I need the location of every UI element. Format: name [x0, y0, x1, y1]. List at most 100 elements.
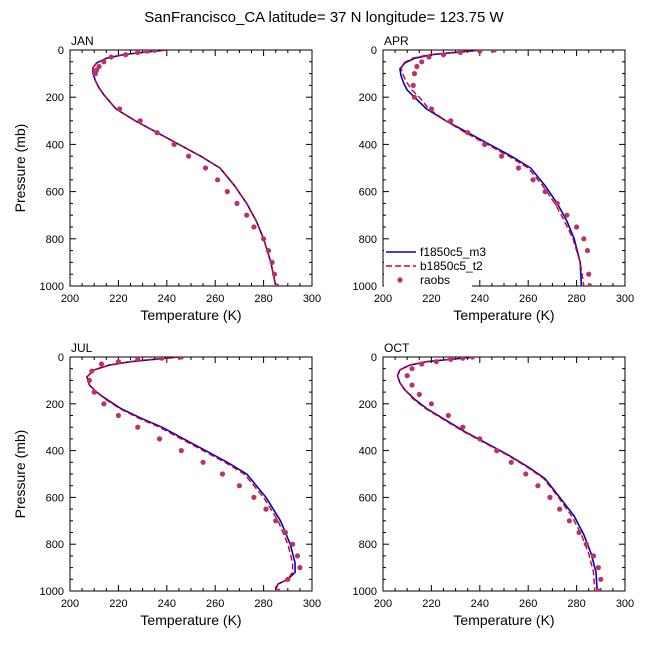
- series-group: [92, 50, 280, 286]
- y-tick-label: 0: [58, 352, 64, 364]
- x-tick-label: 240: [158, 598, 176, 610]
- raobs-point: [566, 518, 572, 524]
- x-tick-label: 220: [109, 293, 127, 305]
- raobs-point: [581, 236, 587, 242]
- x-tick-label: 200: [374, 293, 392, 305]
- raobs-point: [440, 52, 447, 58]
- plot-frame: [69, 49, 313, 287]
- raobs-point: [414, 63, 420, 70]
- raobs-point: [419, 361, 425, 367]
- raobs-point: [159, 357, 165, 361]
- y-tick-label: 600: [359, 187, 377, 199]
- raobs-point: [275, 588, 281, 591]
- raobs-point: [274, 283, 280, 286]
- series-group: [399, 50, 593, 286]
- raobs-point: [587, 283, 593, 286]
- raobs-point: [89, 368, 95, 374]
- y-tick-label: 1000: [353, 586, 377, 598]
- y-axis-title: Pressure (mb): [12, 124, 28, 213]
- x-tick-label: 260: [206, 293, 224, 305]
- raobs-point: [595, 565, 601, 571]
- x-tick-label: 280: [567, 293, 585, 305]
- x-tick-label: 300: [616, 293, 634, 305]
- y-tick-label: 400: [46, 139, 64, 151]
- panel-title: APR: [384, 34, 409, 48]
- panel-title: JUL: [71, 341, 93, 355]
- raobs-point: [101, 401, 107, 407]
- raobs-point: [477, 436, 483, 442]
- raobs-point: [91, 389, 97, 395]
- raobs-point: [135, 424, 141, 430]
- raobs-point: [251, 494, 257, 500]
- raobs-point: [426, 54, 432, 60]
- raobs-point: [460, 424, 466, 430]
- raobs-point: [202, 165, 209, 171]
- x-tick-label: 220: [422, 598, 440, 610]
- raobs-point: [115, 359, 121, 365]
- legend-marker: [397, 277, 403, 283]
- raobs-point: [457, 50, 464, 55]
- x-tick-label: 260: [206, 598, 224, 610]
- raobs-point: [137, 118, 143, 124]
- raobs-point: [200, 459, 206, 465]
- raobs-point: [411, 71, 418, 77]
- x-tick-label: 280: [567, 598, 585, 610]
- raobs-point: [491, 50, 497, 53]
- y-tick-label: 1000: [40, 586, 64, 598]
- y-tick-label: 200: [46, 399, 64, 411]
- panel-jul: 200 220 240 260 280 300 0 200 400 600 800 1000 JUL Te…: [12, 341, 321, 628]
- raobs-point: [251, 224, 257, 230]
- raobs-point: [584, 248, 591, 254]
- y-tick-label: 600: [359, 492, 377, 504]
- raobs-point: [273, 518, 279, 524]
- panel-oct: 200 220 240 260 280 300 0 200 400 600 800 1000 OCT Te…: [353, 341, 635, 628]
- raobs-point: [433, 359, 439, 365]
- raobs-point: [144, 50, 151, 54]
- raobs-point: [135, 357, 141, 362]
- chart-title: SanFrancisco_CA latitude= 37 N longitude…: [144, 9, 504, 26]
- raobs-point: [404, 373, 410, 379]
- y-tick-label: 600: [46, 492, 64, 504]
- x-tick-label: 220: [109, 598, 127, 610]
- series-line-b1850c5_t2: [400, 50, 585, 286]
- panel-title: OCT: [384, 341, 410, 355]
- raobs-point: [409, 382, 415, 388]
- raobs-point: [535, 483, 541, 489]
- raobs-point: [542, 189, 548, 195]
- x-tick-label: 300: [616, 598, 634, 610]
- legend-label: raobs: [420, 273, 450, 287]
- raobs-point: [219, 471, 226, 477]
- series-line-b1850c5_t2: [92, 50, 277, 286]
- raobs-point: [285, 576, 291, 582]
- raobs-point: [215, 177, 221, 183]
- y-tick-label: 400: [46, 446, 64, 458]
- x-tick-label: 240: [158, 293, 176, 305]
- x-axis-title: Temperature (K): [453, 612, 554, 628]
- x-axis-title: Temperature (K): [453, 307, 554, 323]
- raobs-point: [294, 553, 301, 559]
- raobs-point: [178, 357, 184, 360]
- raobs-point: [86, 377, 92, 383]
- raobs-point: [290, 541, 296, 547]
- y-tick-label: 200: [46, 92, 64, 104]
- legend-label: b1850c5_t2: [420, 259, 483, 273]
- series-line-f1850c5_m3: [92, 50, 277, 286]
- raobs-point: [92, 71, 99, 77]
- raobs-point: [234, 200, 240, 206]
- raobs-point: [428, 106, 434, 112]
- raobs-point: [101, 59, 107, 65]
- legend-label: f1850c5_m3: [420, 245, 486, 259]
- series-group: [86, 357, 303, 591]
- y-tick-label: 800: [359, 539, 377, 551]
- raobs-point: [469, 357, 476, 360]
- x-tick-label: 200: [374, 598, 392, 610]
- raobs-point: [263, 506, 269, 512]
- raobs-point: [244, 212, 250, 218]
- raobs-point: [508, 459, 514, 465]
- raobs-point: [152, 50, 158, 53]
- raobs-point: [178, 448, 184, 454]
- raobs-point: [269, 259, 275, 265]
- raobs-point: [557, 506, 563, 512]
- raobs-point: [410, 82, 416, 88]
